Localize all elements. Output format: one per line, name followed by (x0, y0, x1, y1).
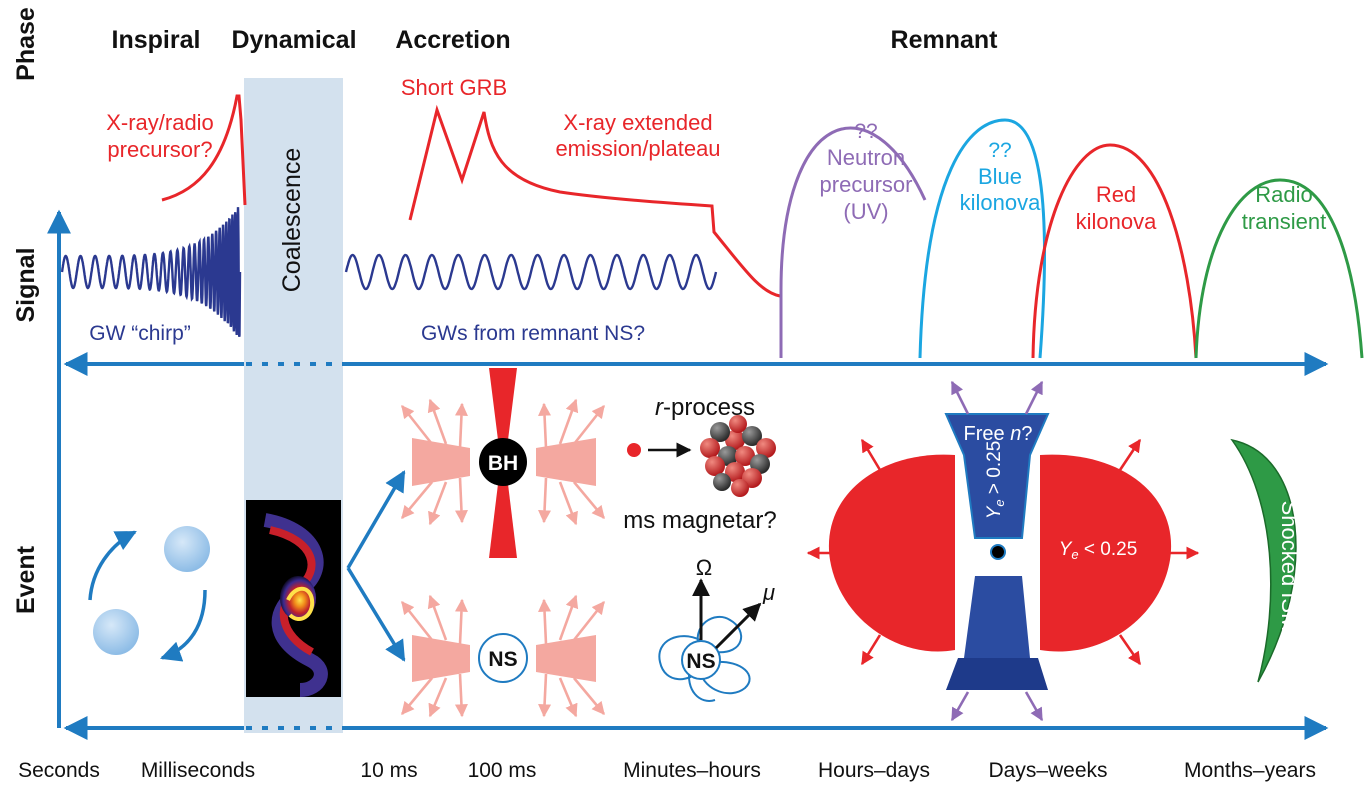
magnetar-label: ms magnetar? (623, 507, 776, 534)
magnetar-ns-label: NS (686, 650, 715, 673)
blue-kilonova-question: ?? (988, 139, 1011, 162)
extended-emission-label-1: X-ray extended (563, 110, 712, 135)
ns-label: NS (488, 648, 517, 671)
ye-high-label: Ye > 0.25 (984, 441, 1007, 520)
bh-system (400, 368, 606, 558)
neutron-label-3: (UV) (843, 199, 888, 224)
magnetar-field-lines (658, 615, 751, 702)
free-neutron-label: Free n? (964, 423, 1033, 445)
ye-low-label: Ye < 0.25 (1059, 539, 1138, 562)
red-kilonova-label-2: kilonova (1076, 209, 1157, 234)
time-label-hours-days: Hours–days (818, 759, 930, 782)
band-gap-upper (244, 360, 343, 369)
precursor-label-2: precursor? (107, 137, 212, 162)
neutron-label-1: Neutron (827, 145, 905, 170)
coalescence-label: Coalescence (278, 148, 306, 293)
time-label-days-weeks: Days–weeks (988, 759, 1107, 782)
extended-emission-label-2: emission/plateau (555, 136, 720, 161)
neutron-question: ?? (854, 120, 877, 143)
neutron-arrows (950, 380, 1044, 722)
time-label-months-years: Months–years (1184, 759, 1316, 782)
precursor-label-1: X-ray/radio (106, 110, 214, 135)
magnetar-star (681, 640, 721, 680)
gw-remnant-waveform (344, 253, 718, 291)
grb-extended-curve (408, 104, 781, 298)
blue-kilonova-arch (918, 118, 1046, 359)
gw-chirp-waveform (60, 207, 242, 338)
mu-arrow (714, 602, 762, 650)
red-kilonova-arch (1031, 143, 1198, 359)
time-label-100ms: 100 ms (468, 759, 537, 782)
phase-dynamical: Dynamical (231, 26, 356, 54)
time-label-seconds: Seconds (18, 759, 100, 782)
orbit-arrow-1 (88, 530, 137, 601)
branch-arrow-ns (346, 567, 406, 662)
band-gap-lower (244, 724, 343, 733)
orbit-arrow-2 (160, 589, 207, 662)
phase-inspiral: Inspiral (112, 26, 201, 54)
time-label-10ms: 10 ms (360, 759, 417, 782)
mu-symbol: μ (762, 580, 775, 605)
short-grb-label: Short GRB (401, 75, 507, 100)
precursor-curve (161, 94, 247, 206)
merger-simulation-image (246, 500, 341, 697)
neutron-precursor-arch (779, 126, 927, 358)
heavy-nucleus (700, 415, 776, 497)
neutron-label-2: precursor (820, 172, 913, 197)
gw-remnant-label: GWs from remnant NS? (421, 322, 645, 345)
time-label-milliseconds: Milliseconds (141, 759, 255, 782)
row-label-event: Event (12, 545, 40, 614)
ns-system (400, 594, 606, 718)
radio-transient-arch (1194, 178, 1364, 359)
bh-label: BH (488, 452, 518, 475)
red-ejecta-arrows (806, 438, 1200, 666)
branch-arrow-bh (346, 470, 406, 569)
row-label-phase: Phase (12, 7, 40, 81)
time-label-minutes-hours: Minutes–hours (623, 759, 761, 782)
radio-transient-label-1: Radio (1255, 182, 1312, 207)
omega-symbol: Ω (696, 555, 712, 580)
shocked-ism-shell (1230, 438, 1297, 683)
phase-accretion: Accretion (395, 26, 510, 54)
phase-remnant: Remnant (891, 26, 999, 54)
radio-transient-label-2: transient (1242, 209, 1326, 234)
row-label-signal: Signal (12, 247, 40, 322)
blue-kilonova-label-2: kilonova (960, 190, 1041, 215)
blue-kilonova-label-1: Blue (978, 164, 1022, 189)
seed-nucleus (627, 443, 641, 457)
kilonova-ejecta (828, 413, 1172, 690)
shocked-ism-label: Shocked ISM (1277, 501, 1302, 632)
gw-chirp-label: GW “chirp” (89, 322, 191, 345)
neutron-star-1 (164, 526, 210, 572)
neutron-star-2 (93, 609, 139, 655)
red-kilonova-label-1: Red (1096, 182, 1136, 207)
